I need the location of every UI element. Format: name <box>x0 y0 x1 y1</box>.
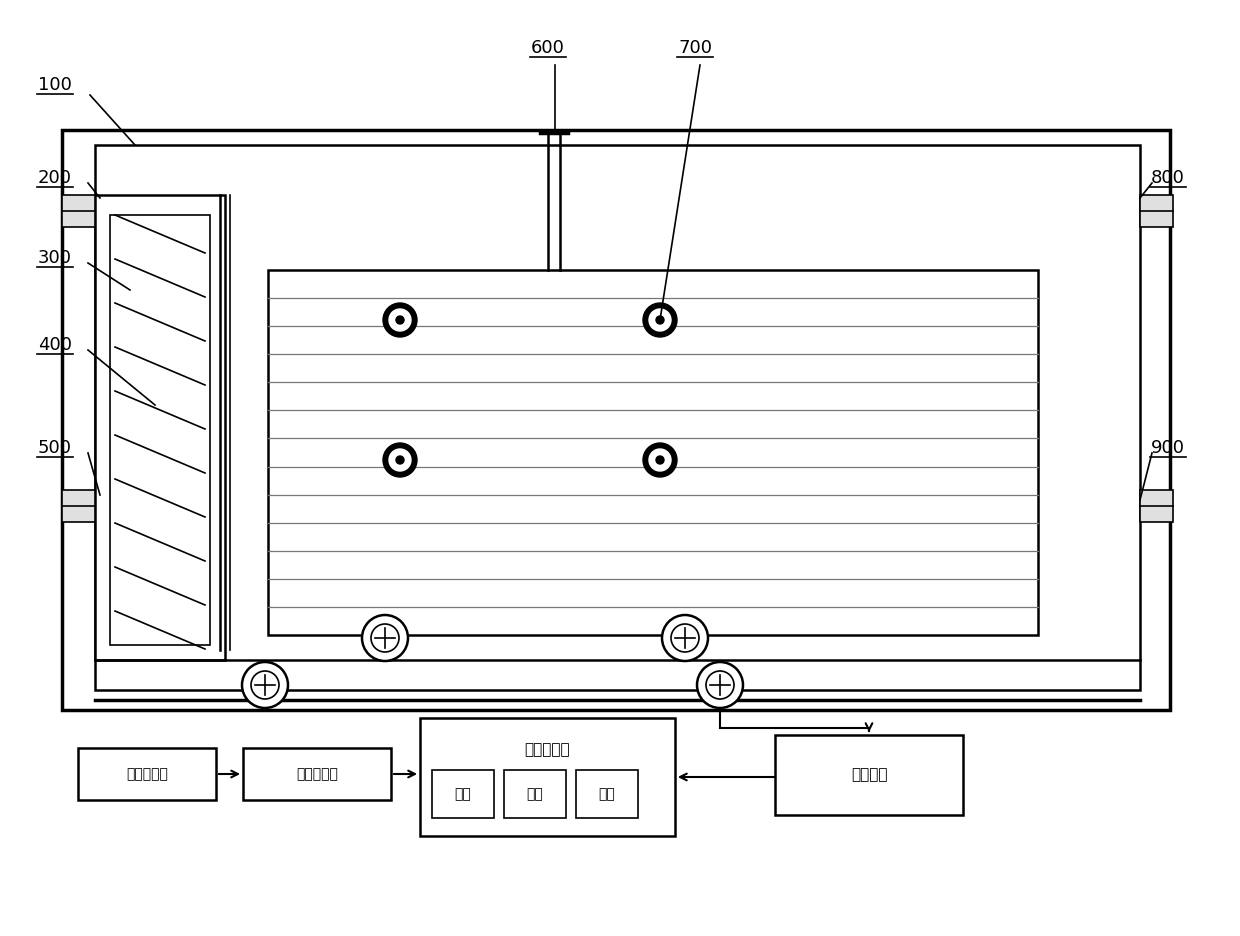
Text: 600: 600 <box>531 39 565 57</box>
Circle shape <box>389 309 410 331</box>
Bar <box>432 770 494 818</box>
Circle shape <box>383 443 417 477</box>
Circle shape <box>644 443 677 477</box>
Text: 显示: 显示 <box>455 787 471 801</box>
Bar <box>62 195 95 227</box>
Circle shape <box>362 615 408 661</box>
Bar <box>243 748 391 800</box>
Circle shape <box>706 671 734 699</box>
Bar <box>1140 195 1173 227</box>
Circle shape <box>662 615 708 661</box>
Text: 控制: 控制 <box>527 787 543 801</box>
Bar <box>95 195 224 660</box>
Text: 受控设备: 受控设备 <box>851 768 888 782</box>
Bar <box>420 718 675 836</box>
Text: 100: 100 <box>38 76 72 94</box>
Text: 800: 800 <box>1151 169 1185 187</box>
Text: 数据处理器: 数据处理器 <box>525 742 570 757</box>
Bar <box>95 145 1140 690</box>
Bar <box>78 748 216 800</box>
Text: 200: 200 <box>38 169 72 187</box>
Bar <box>1140 490 1173 522</box>
Circle shape <box>250 671 279 699</box>
Text: 温度变送器: 温度变送器 <box>296 767 339 781</box>
Circle shape <box>649 449 671 471</box>
Circle shape <box>242 662 288 708</box>
Text: 700: 700 <box>678 39 712 57</box>
Circle shape <box>644 303 677 337</box>
Bar <box>775 735 963 815</box>
Text: 400: 400 <box>38 336 72 354</box>
Text: 信号接收器: 信号接收器 <box>126 767 167 781</box>
Text: 500: 500 <box>38 439 72 457</box>
Circle shape <box>656 316 663 324</box>
Bar <box>62 490 95 522</box>
Circle shape <box>649 309 671 331</box>
Bar <box>577 770 639 818</box>
Bar <box>110 215 210 645</box>
Circle shape <box>396 316 404 324</box>
Circle shape <box>383 303 417 337</box>
Circle shape <box>389 449 410 471</box>
Bar <box>503 770 565 818</box>
Text: 存储: 存储 <box>599 787 615 801</box>
Text: 300: 300 <box>38 249 72 267</box>
Bar <box>62 130 1171 710</box>
Circle shape <box>656 456 663 464</box>
Circle shape <box>371 624 399 652</box>
Circle shape <box>671 624 699 652</box>
Text: 900: 900 <box>1151 439 1185 457</box>
Circle shape <box>396 456 404 464</box>
Bar <box>268 270 1038 635</box>
Circle shape <box>697 662 743 708</box>
